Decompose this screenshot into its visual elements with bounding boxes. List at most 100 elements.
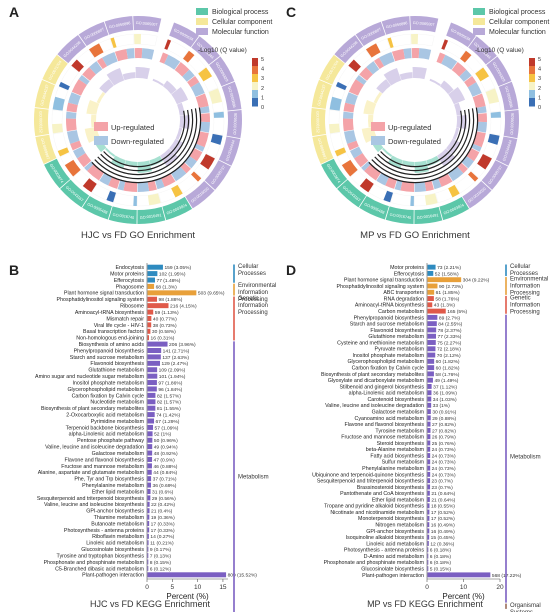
regulation-label: Up-regulated — [111, 123, 154, 132]
kegg-bar — [427, 471, 431, 477]
kegg-bar — [427, 484, 431, 490]
pathway-label: Efferocytosis — [394, 271, 425, 277]
pathway-label: Sesquiterpenoid and triterpenoid biosynt… — [37, 496, 145, 502]
go-qvalue-segment — [410, 195, 414, 206]
go-enrichment-figure: GO:0005634GO:0071944GO:0005829GO:0005886… — [34, 8, 549, 241]
bar-value-label: 24 (0.73%) — [432, 460, 456, 466]
bar-value-label: 6 (0.18%) — [430, 548, 452, 554]
bar-value-label: 6 (0.18%) — [430, 560, 452, 566]
go-term-segment — [359, 195, 389, 220]
regulation-swatch — [94, 136, 108, 145]
go-term-segment — [334, 35, 364, 64]
pathway-label: Plant hormone signal transduction — [344, 278, 424, 284]
pathway-label: Stilbenoid and gingerol biosynthesis — [339, 384, 424, 390]
go-qvalue-segment — [52, 96, 65, 111]
kegg-bar — [147, 508, 150, 514]
go-term-segment — [495, 136, 518, 166]
regulation-swatch — [371, 136, 385, 145]
go-qvalue-segment — [475, 67, 490, 82]
go-qvalue-segment — [210, 133, 223, 145]
kegg-bar — [147, 495, 151, 501]
bar-value-label: 503 (9.65%) — [198, 291, 225, 297]
go-down-segment — [418, 48, 432, 60]
go-qvalue-segment — [133, 195, 137, 206]
pathway-label: Efferocytosis — [114, 278, 145, 284]
go-term-segment — [221, 81, 242, 111]
go-term-segment — [108, 206, 137, 224]
go-qvalue-segment — [88, 43, 104, 58]
pathway-label: Flavone and flavonol biosynthesis — [64, 457, 144, 463]
go-term-segment — [82, 195, 112, 220]
kegg-bar — [147, 341, 168, 347]
go-term-id: GO:0044444 — [502, 140, 513, 162]
x-tick-label: 0 — [145, 584, 149, 591]
go-term-segment — [439, 196, 470, 221]
bar-value-label: 38 (0.73%) — [153, 323, 177, 329]
pathway-label: Aminoacyl-tRNA biosynthesis — [75, 310, 145, 316]
category-label: Molecular function — [489, 29, 546, 36]
go-qvalue-segment — [329, 123, 340, 134]
go-term-segment — [414, 206, 443, 224]
go-qvalue-segment — [208, 88, 223, 104]
pathway-label: Thiamine metabolism — [94, 515, 145, 521]
kegg-bar — [147, 354, 161, 360]
go-up-segment — [359, 67, 373, 81]
go-term-segment — [498, 81, 519, 111]
go-term-segment — [446, 22, 476, 48]
bar-value-label: 109 (2.09%) — [159, 368, 186, 374]
scale-color-step — [529, 66, 535, 75]
pathway-label: Glucosinolate biosynthesis — [81, 547, 144, 553]
bar-value-label: 77 (1.48%) — [156, 278, 180, 284]
go-up-segment — [451, 61, 467, 77]
category-label: Molecular function — [212, 29, 269, 36]
kegg-bar — [427, 365, 435, 371]
go-ratio-segment — [437, 148, 456, 167]
go-ratio-segment — [412, 67, 427, 80]
go-qvalue-segment — [147, 193, 161, 206]
go-up-segment — [373, 57, 385, 70]
pathway-label: Galactose metabolism — [92, 451, 145, 457]
kegg-bar — [427, 566, 429, 572]
regulation-label: Up-regulated — [388, 123, 431, 132]
kegg-bar — [427, 465, 431, 471]
go-term-segment — [35, 134, 57, 164]
go-up-segment — [77, 153, 92, 168]
go-qvalue-segment — [183, 50, 195, 63]
go-term-segment — [169, 22, 199, 48]
bar-value-label: 48 (0.92%) — [154, 451, 178, 457]
go-term-segment — [34, 107, 50, 137]
pathway-label: Phenylalanine metabolism — [362, 466, 424, 472]
kegg-bar — [147, 386, 157, 392]
go-term-id: GO:0044237 — [317, 84, 326, 106]
bar-value-label: 70 (2.12%) — [437, 353, 461, 359]
pathway-label: Viral life cycle - HIV-1 — [94, 323, 144, 329]
bar-value-label: 30 (0.91%) — [432, 409, 456, 415]
go-qvalue-segment — [365, 43, 381, 58]
bar-value-label: 77 (2.33%) — [438, 334, 462, 340]
go-down-segment — [343, 111, 354, 119]
kegg-bar — [147, 437, 153, 443]
go-up-segment — [66, 118, 77, 132]
go-term-segment — [321, 158, 348, 189]
go-ratio-segment — [454, 102, 462, 116]
go-qvalue-segment — [335, 81, 347, 91]
go-up-segment — [96, 57, 108, 70]
kegg-bar — [147, 277, 155, 283]
bar-value-label: 9 (0.17%) — [150, 547, 172, 553]
pathway-label: Phenylpropanoid biosynthesis — [354, 315, 425, 321]
go-down-segment — [459, 69, 472, 82]
bar-value-label: 58 (1.76%) — [435, 296, 459, 302]
go-term-id: GO:0044444 — [225, 140, 236, 162]
kegg-bar — [147, 482, 151, 488]
pathway-label: Phosphonate and phosphinate metabolism — [324, 560, 425, 566]
go-term-id: GO:0005886 — [504, 86, 513, 108]
go-up-segment — [195, 93, 209, 109]
pathway-label: alpha-Linolenic acid metabolism — [349, 391, 425, 397]
scale-color-step — [529, 58, 535, 67]
bar-value-label: 15 (0.45%) — [431, 535, 455, 541]
go-term-segment — [355, 21, 386, 47]
pathway-label: Photosynthesis - antenna proteins — [64, 528, 144, 534]
scale-color-step — [529, 90, 535, 99]
pathway-label: Fructose and mannose metabolism — [61, 464, 144, 470]
kegg-bar — [147, 412, 155, 418]
